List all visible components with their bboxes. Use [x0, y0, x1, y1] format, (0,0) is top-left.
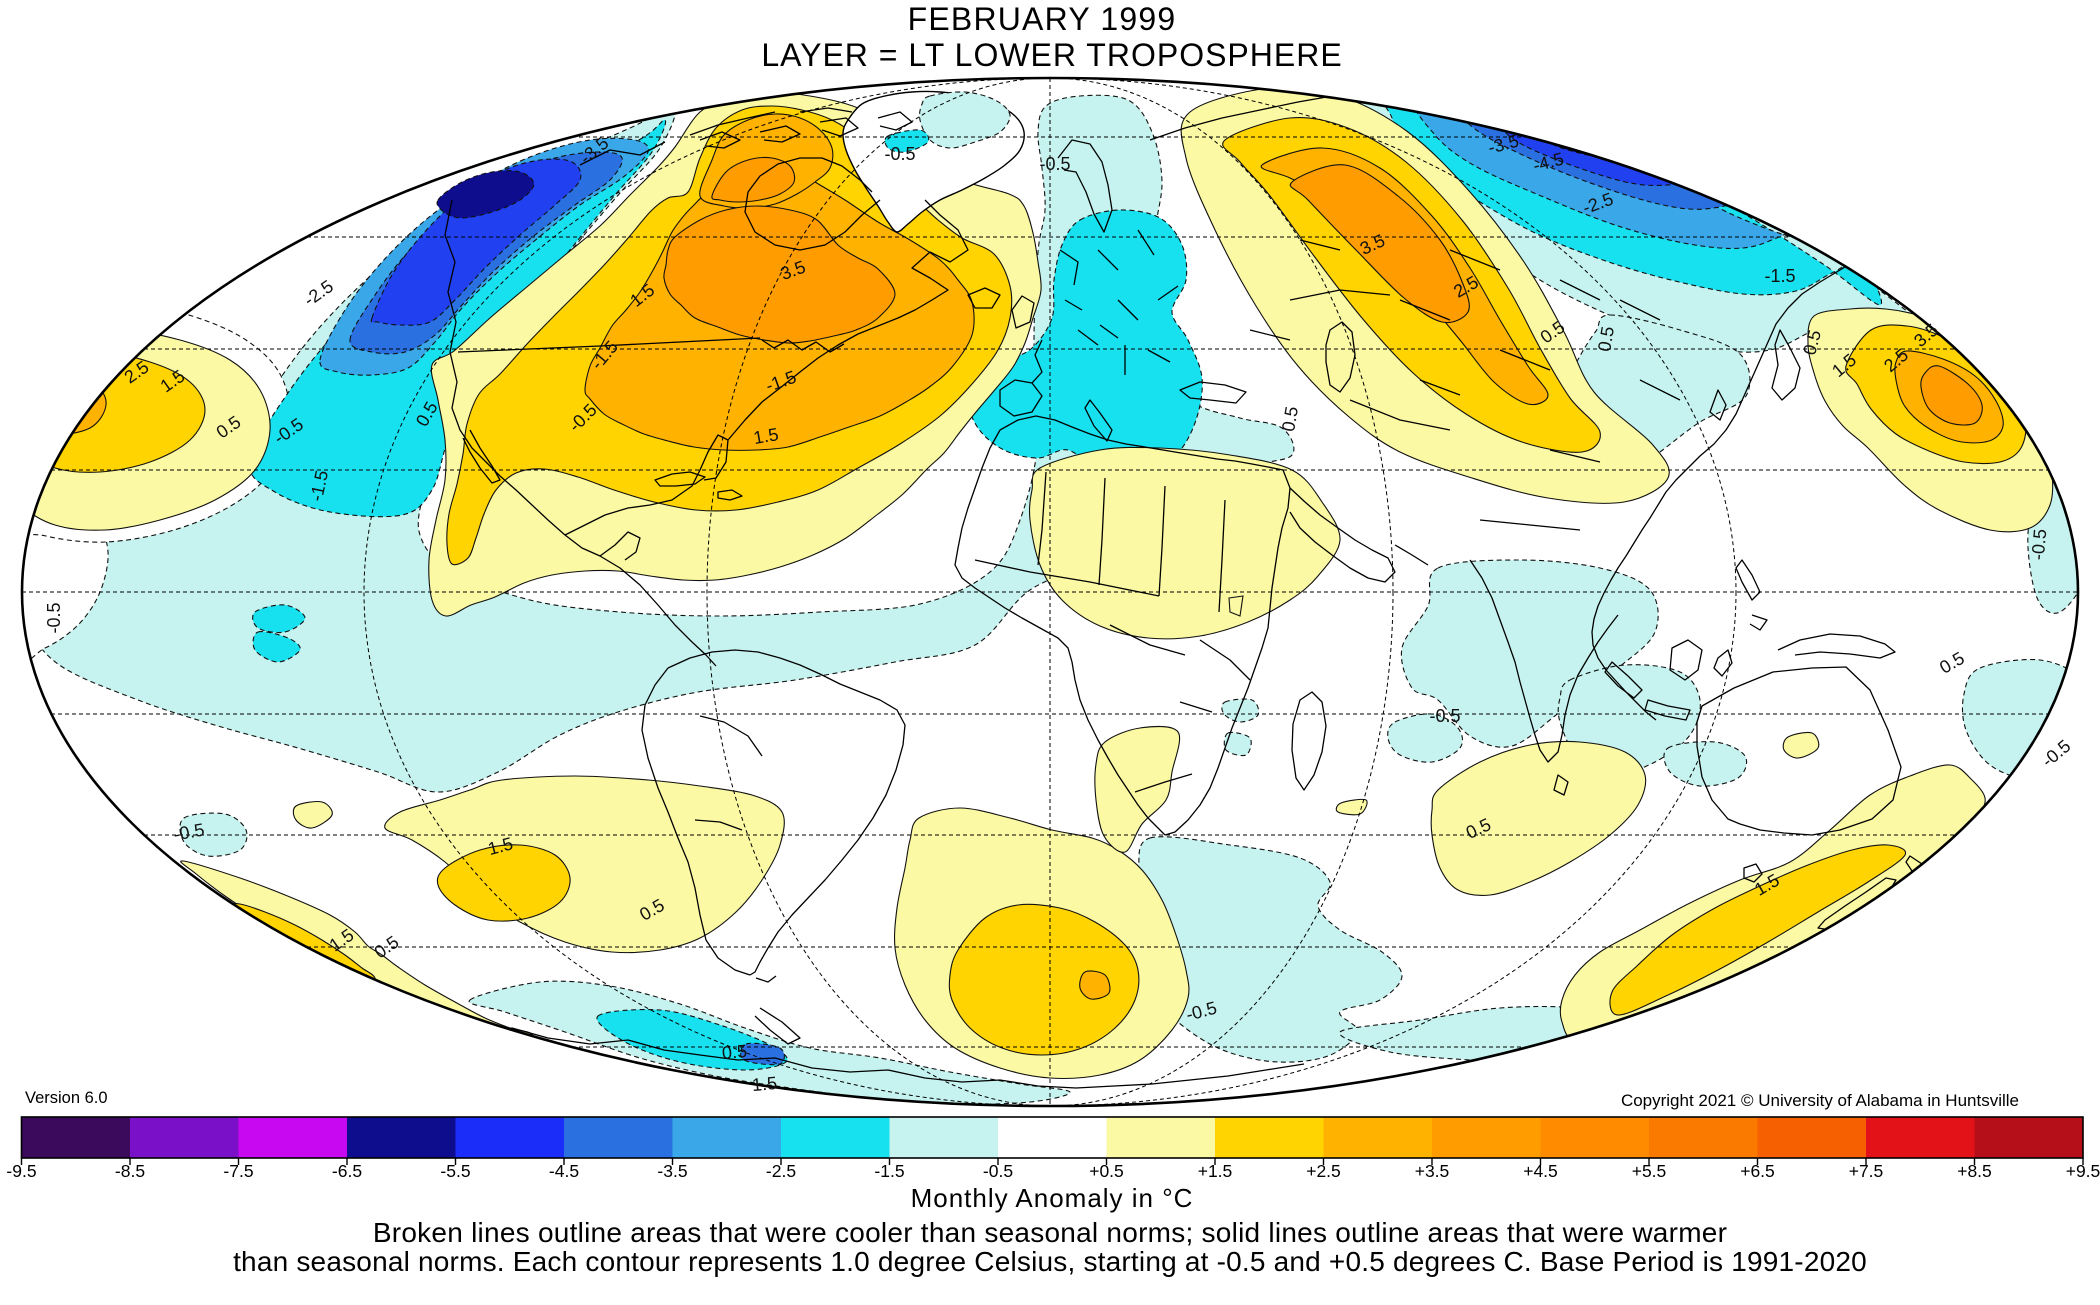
svg-text:+8.5: +8.5 — [1957, 1161, 1992, 1181]
svg-text:+0.5: +0.5 — [1089, 1161, 1124, 1181]
svg-text:LAYER = LT LOWER TROPOSPHERE: LAYER = LT LOWER TROPOSPHERE — [761, 37, 1342, 73]
svg-text:0.5: 0.5 — [721, 1041, 748, 1063]
svg-text:-3.5: -3.5 — [657, 1161, 687, 1181]
svg-text:+6.5: +6.5 — [1740, 1161, 1775, 1181]
svg-text:-1.5: -1.5 — [874, 1161, 904, 1181]
svg-text:+9.5: +9.5 — [2066, 1161, 2100, 1181]
svg-text:-0.5: -0.5 — [884, 144, 915, 164]
svg-text:-8.5: -8.5 — [115, 1161, 145, 1181]
svg-text:+1.5: +1.5 — [1198, 1161, 1233, 1181]
svg-text:+7.5: +7.5 — [1849, 1161, 1884, 1181]
svg-text:FEBRUARY 1999: FEBRUARY 1999 — [908, 1, 1177, 37]
svg-text:-4.5: -4.5 — [549, 1161, 579, 1181]
svg-text:+2.5: +2.5 — [1306, 1161, 1341, 1181]
svg-text:+4.5: +4.5 — [1523, 1161, 1558, 1181]
svg-text:-9.5: -9.5 — [6, 1161, 36, 1181]
svg-text:than seasonal norms. Each cont: than seasonal norms. Each contour repres… — [233, 1246, 1867, 1277]
svg-text:+3.5: +3.5 — [1415, 1161, 1450, 1181]
svg-text:1.5: 1.5 — [752, 424, 780, 448]
svg-text:-1.5: -1.5 — [1764, 266, 1795, 286]
svg-text:-7.5: -7.5 — [223, 1161, 253, 1181]
svg-text:-0.5: -0.5 — [1039, 154, 1070, 174]
svg-text:-0.5: -0.5 — [1429, 706, 1460, 726]
svg-text:Broken lines outline areas tha: Broken lines outline areas that were coo… — [373, 1217, 1727, 1248]
svg-text:-5.5: -5.5 — [440, 1161, 470, 1181]
svg-text:-6.5: -6.5 — [332, 1161, 362, 1181]
svg-text:+5.5: +5.5 — [1632, 1161, 1667, 1181]
svg-text:1.5: 1.5 — [751, 1073, 778, 1095]
svg-text:Monthly Anomaly in °C: Monthly Anomaly in °C — [911, 1183, 1194, 1213]
svg-text:-0.5: -0.5 — [44, 602, 64, 633]
svg-text:-2.5: -2.5 — [766, 1161, 796, 1181]
svg-text:-0.5: -0.5 — [2028, 528, 2051, 561]
svg-text:Copyright 2021 © University of: Copyright 2021 © University of Alabama i… — [1621, 1091, 2019, 1110]
svg-text:0.5: 0.5 — [1278, 405, 1302, 433]
svg-text:0.5: 0.5 — [1594, 325, 1618, 353]
svg-text:-0.5: -0.5 — [983, 1161, 1013, 1181]
svg-text:Version 6.0: Version 6.0 — [25, 1089, 108, 1107]
